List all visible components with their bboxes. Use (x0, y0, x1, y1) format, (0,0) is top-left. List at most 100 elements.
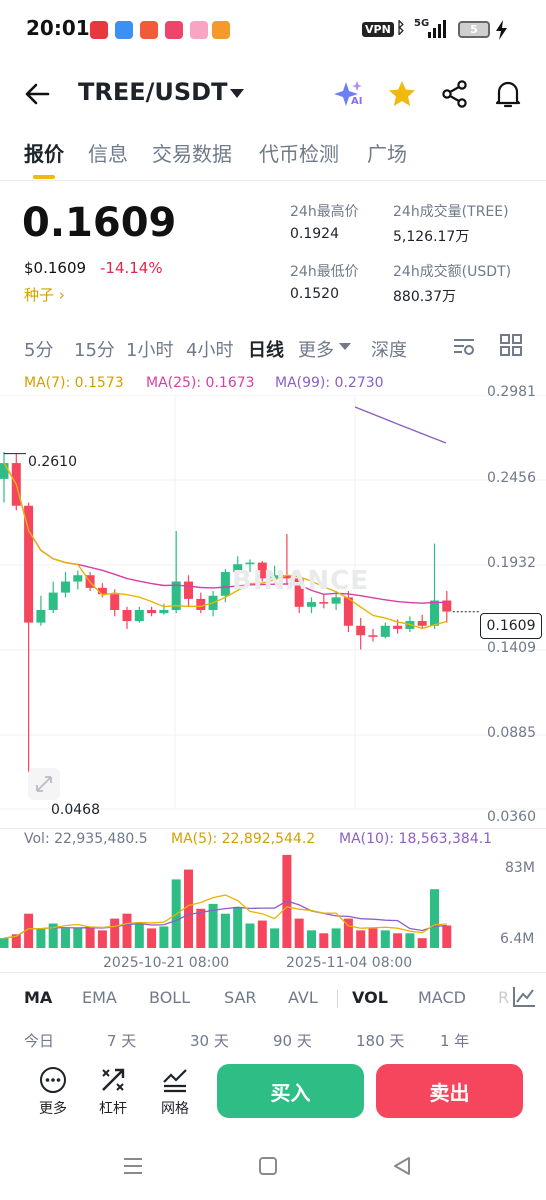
indicator-boll[interactable]: BOLL (149, 988, 191, 1007)
range-180d[interactable]: 180 天 (356, 1032, 405, 1050)
indicator-avl[interactable]: AVL (288, 988, 318, 1007)
seed-tag[interactable]: 种子 › (24, 286, 65, 304)
recent-apps-icon[interactable] (122, 1157, 144, 1175)
vpn-icon: VPN (362, 22, 394, 37)
ma25-value: MA(25): 0.1673 (146, 375, 255, 391)
layout-grid-icon[interactable] (500, 334, 522, 356)
candle-body (36, 609, 46, 623)
bluetooth-icon: ᛒ (396, 18, 406, 37)
indicator-rsi[interactable]: R (498, 988, 510, 1007)
ma7-value: MA(7): 0.1573 (24, 375, 124, 391)
more-icon (40, 1067, 66, 1093)
candle-body (134, 609, 144, 622)
buy-button[interactable]: 买入 (217, 1064, 364, 1118)
volume-bar (393, 933, 403, 948)
share-icon[interactable] (441, 80, 469, 108)
candle-body (417, 621, 427, 626)
app-icon (165, 21, 183, 39)
interval-1d[interactable]: 日线 (248, 340, 284, 361)
candle-body (368, 635, 378, 637)
low-label: 24h最低价 (290, 264, 359, 280)
candle-body (0, 463, 9, 479)
back-nav-icon[interactable] (392, 1156, 412, 1176)
volume-chart[interactable] (0, 850, 546, 950)
candle-body (356, 625, 366, 636)
tab-info[interactable]: 信息 (88, 142, 128, 166)
candle-body (282, 575, 292, 579)
candle-body (380, 625, 390, 637)
more-button[interactable]: 更多 (28, 1066, 78, 1118)
indicator-settings-icon[interactable] (511, 985, 537, 1009)
y-tick-label: 0.1932 (487, 555, 536, 571)
chevron-down-icon[interactable] (339, 343, 351, 351)
candlestick-chart[interactable] (0, 395, 546, 827)
last-price: 0.1609 (22, 200, 177, 246)
low-marker-label: 0.0468 (51, 802, 100, 818)
volume-bar (356, 930, 366, 948)
indicator-macd[interactable]: MACD (418, 988, 466, 1007)
vol-ma10-line (3, 900, 447, 939)
range-30d[interactable]: 30 天 (190, 1032, 229, 1050)
tab-quote[interactable]: 报价 (24, 142, 64, 166)
tab-token-check[interactable]: 代币检测 (259, 142, 339, 166)
volume-bar (257, 920, 267, 948)
home-icon[interactable] (258, 1156, 278, 1176)
volume-bar (307, 930, 316, 948)
interval-5m[interactable]: 5分 (24, 340, 54, 361)
ai-badge: AI (351, 96, 363, 107)
range-today[interactable]: 今日 (24, 1032, 55, 1050)
low-value: 0.1520 (290, 286, 339, 302)
interval-1h[interactable]: 1小时 (126, 340, 174, 361)
indicator-sar[interactable]: SAR (224, 988, 257, 1007)
back-arrow-icon[interactable] (24, 82, 50, 106)
interval-15m[interactable]: 15分 (74, 340, 115, 361)
y-tick-label: 0.2981 (487, 384, 536, 400)
interval-more[interactable]: 更多 (298, 340, 334, 361)
chevron-down-icon[interactable] (230, 89, 244, 99)
sell-button[interactable]: 卖出 (376, 1064, 523, 1118)
ai-sparkle-icon[interactable] (334, 80, 368, 110)
chart-settings-icon[interactable] (452, 334, 476, 358)
volume-value: 5,126.17万 (393, 229, 470, 245)
vol-bottom-label: 6.4M (500, 931, 535, 947)
change-percent: -14.14% (100, 259, 163, 277)
interval-4h[interactable]: 4小时 (186, 340, 234, 361)
indicator-ma[interactable]: MA (24, 988, 53, 1007)
volume-bar (48, 923, 58, 948)
more-label: 更多 (39, 1101, 67, 1117)
star-icon[interactable] (388, 80, 416, 108)
vol-ma5-value: MA(5): 22,892,544.2 (171, 831, 316, 847)
bell-icon[interactable] (494, 79, 522, 109)
pair-title[interactable]: TREE/USDT (78, 78, 228, 106)
candle-body (24, 505, 34, 623)
high-marker-label: 0.2610 (28, 454, 77, 470)
range-7d[interactable]: 7 天 (107, 1032, 137, 1050)
tab-trade-data[interactable]: 交易数据 (152, 142, 232, 166)
tab-indicator (33, 175, 55, 179)
vol-ma5-line (3, 894, 447, 939)
candle-body (147, 609, 157, 614)
expand-button[interactable] (28, 768, 60, 800)
indicator-vol[interactable]: VOL (352, 988, 388, 1007)
indicator-ema[interactable]: EMA (82, 988, 117, 1007)
y-tick-label: 0.2456 (487, 470, 536, 486)
candle-body (430, 600, 439, 626)
y-tick-label: 0.1409 (487, 640, 536, 656)
grid-button[interactable]: 网格 (150, 1066, 200, 1118)
volume-bar (208, 903, 218, 948)
tab-square[interactable]: 广场 (367, 142, 407, 166)
candle-body (110, 594, 120, 610)
range-90d[interactable]: 90 天 (273, 1032, 312, 1050)
candle-body (257, 562, 267, 579)
volume-bar (36, 928, 46, 948)
vol-top-label: 83M (505, 860, 535, 876)
depth-tab[interactable]: 深度 (371, 340, 407, 361)
app-icon (140, 21, 158, 39)
leverage-label: 杠杆 (99, 1101, 127, 1117)
volume-bar (61, 928, 70, 948)
high-label: 24h最高价 (290, 204, 359, 220)
candle-body (171, 581, 181, 610)
range-1y[interactable]: 1 年 (440, 1032, 470, 1050)
leverage-button[interactable]: 杠杆 (88, 1066, 138, 1118)
volume-bar (368, 928, 378, 948)
